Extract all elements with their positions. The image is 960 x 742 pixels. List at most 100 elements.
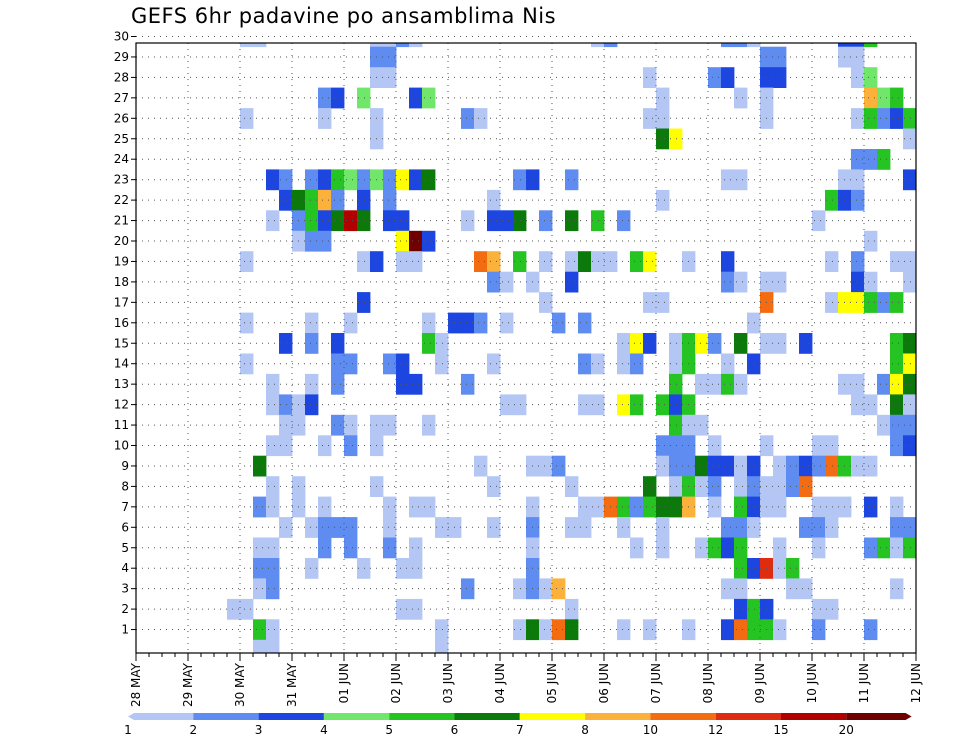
heatmap-cell bbox=[851, 149, 865, 170]
heatmap-cell bbox=[591, 210, 605, 232]
heatmap-cell bbox=[903, 373, 917, 395]
x-tick-label: 02 JUN bbox=[389, 663, 403, 703]
heatmap-cell bbox=[825, 189, 839, 211]
heatmap-cell bbox=[643, 619, 657, 641]
heatmap-cell bbox=[279, 517, 293, 538]
y-tick-label: 18 bbox=[114, 275, 129, 289]
heatmap-cell bbox=[864, 455, 878, 477]
heatmap-cell bbox=[643, 292, 657, 313]
heatmap-cell bbox=[331, 414, 345, 436]
heatmap-cell bbox=[643, 251, 657, 272]
heatmap-cell bbox=[539, 292, 553, 313]
heatmap-cell bbox=[318, 108, 332, 129]
y-tick-label: 10 bbox=[114, 439, 129, 453]
x-tick-label: 30 MAY bbox=[233, 662, 247, 707]
heatmap-cell bbox=[591, 43, 605, 48]
heatmap-cell bbox=[734, 517, 748, 538]
heatmap-cell bbox=[903, 394, 917, 416]
heatmap-cell bbox=[240, 598, 254, 620]
heatmap-cell bbox=[253, 455, 267, 477]
heatmap-cell bbox=[734, 169, 748, 191]
heatmap-cell bbox=[721, 353, 735, 375]
heatmap-cell bbox=[279, 414, 293, 436]
colorbar-swatch bbox=[258, 713, 324, 720]
heatmap-cell bbox=[487, 517, 501, 538]
heatmap-cell bbox=[461, 108, 475, 129]
heatmap-cell bbox=[552, 619, 566, 641]
heatmap-cell bbox=[695, 414, 709, 436]
heatmap-cell bbox=[565, 476, 579, 497]
heatmap-cell bbox=[357, 189, 371, 211]
heatmap-cell bbox=[487, 476, 501, 497]
colorbar-swatch bbox=[323, 713, 390, 720]
y-tick-label: 11 bbox=[114, 418, 129, 432]
heatmap-cell bbox=[305, 373, 319, 395]
heatmap-cell bbox=[890, 414, 904, 436]
heatmap-cell bbox=[409, 251, 423, 272]
colorbar-swatch bbox=[781, 713, 847, 720]
heatmap-cell bbox=[734, 619, 748, 641]
colorbar-swatch bbox=[846, 713, 912, 720]
heatmap-cell bbox=[669, 128, 683, 150]
heatmap-cell bbox=[630, 353, 644, 375]
heatmap-cell bbox=[734, 455, 748, 477]
y-tick-label: 30 bbox=[114, 30, 129, 44]
y-tick-label: 15 bbox=[114, 336, 129, 350]
heatmap-cell bbox=[318, 189, 332, 211]
heatmap-cell bbox=[331, 517, 345, 538]
heatmap-cell bbox=[786, 578, 800, 600]
y-tick-label: 6 bbox=[121, 520, 129, 534]
heatmap-cell bbox=[656, 108, 670, 129]
heatmap-cell bbox=[266, 435, 280, 457]
heatmap-cell bbox=[721, 251, 735, 272]
heatmap-cell bbox=[708, 496, 722, 518]
y-tick-label: 5 bbox=[121, 541, 129, 555]
colorbar-label: 5 bbox=[385, 723, 393, 737]
colorbar-swatch bbox=[193, 713, 259, 720]
heatmap-cell bbox=[708, 67, 722, 88]
heatmap-cell bbox=[734, 558, 748, 579]
heatmap-cell bbox=[877, 87, 891, 109]
heatmap-cell bbox=[630, 333, 644, 354]
heatmap-cell bbox=[370, 43, 384, 48]
heatmap-cell bbox=[357, 210, 371, 232]
heatmap-cell bbox=[851, 455, 865, 477]
heatmap-cell bbox=[656, 537, 670, 559]
heatmap-cell bbox=[253, 639, 267, 654]
heatmap-cell bbox=[513, 210, 527, 232]
heatmap-cell bbox=[552, 578, 566, 600]
heatmap-cell bbox=[656, 496, 670, 518]
colorbar-label: 10 bbox=[643, 723, 658, 737]
heatmap-cell bbox=[695, 537, 709, 559]
heatmap-cell bbox=[474, 251, 488, 272]
heatmap-cell bbox=[318, 87, 332, 109]
heatmap-cell bbox=[747, 455, 761, 477]
heatmap-cell bbox=[773, 558, 787, 579]
heatmap-cell bbox=[318, 537, 332, 559]
colorbar-swatch bbox=[454, 713, 520, 720]
heatmap-cell bbox=[305, 230, 319, 252]
heatmap-cell bbox=[513, 619, 527, 641]
heatmap-cell bbox=[422, 230, 436, 252]
heatmap-cell bbox=[721, 619, 735, 641]
heatmap-cell bbox=[864, 292, 878, 313]
heatmap-cell bbox=[409, 169, 423, 191]
heatmap-cell bbox=[500, 210, 514, 232]
heatmap-cell bbox=[851, 271, 865, 293]
y-tick-label: 1 bbox=[121, 623, 129, 637]
heatmap-cell bbox=[851, 43, 865, 48]
heatmap-cell bbox=[266, 476, 280, 497]
heatmap-cell bbox=[565, 210, 579, 232]
heatmap-cell bbox=[903, 108, 917, 129]
heatmap-cell bbox=[253, 43, 267, 48]
heatmap-cell bbox=[890, 517, 904, 538]
heatmap-cell bbox=[578, 312, 592, 334]
heatmap-cell bbox=[864, 43, 878, 48]
heatmap-cell bbox=[383, 517, 397, 538]
heatmap-cell bbox=[240, 251, 254, 272]
heatmap-cell bbox=[617, 394, 631, 416]
heatmap-cell bbox=[539, 578, 553, 600]
y-tick-label: 27 bbox=[114, 91, 129, 105]
heatmap-cell bbox=[513, 251, 527, 272]
heatmap-cell bbox=[396, 169, 410, 191]
